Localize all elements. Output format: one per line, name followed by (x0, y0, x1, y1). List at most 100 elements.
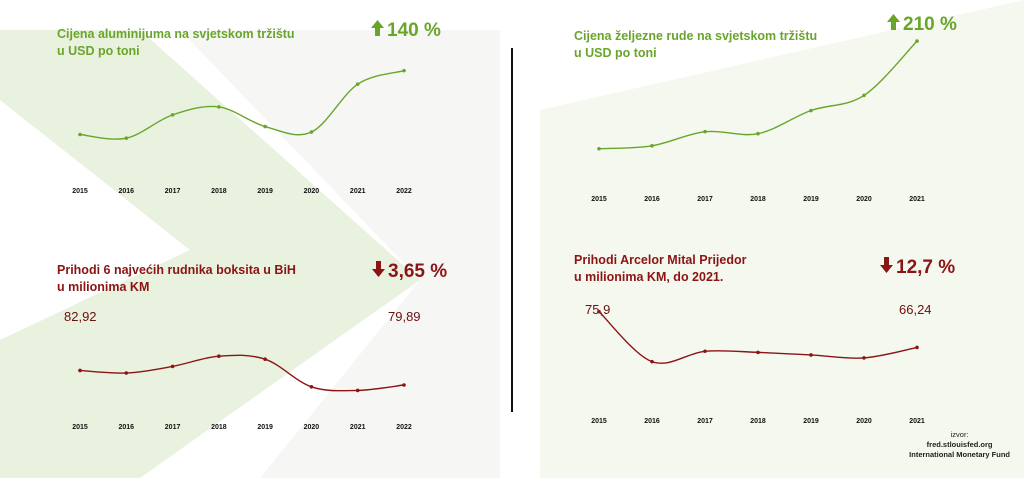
chart2-subtitle: u USD po toni (574, 46, 657, 60)
chart3-point (124, 371, 129, 375)
bg-photo-overlay (180, 30, 500, 478)
chart1-series-line (79, 70, 405, 140)
chart3-point (217, 354, 221, 358)
chart4-title-block: Prihodi Arcelor Mital Prijedor u milioni… (574, 252, 747, 286)
chart4-change: 12,7 % (880, 257, 955, 279)
chart1-point (263, 124, 267, 129)
chart2-point (597, 146, 601, 151)
chart4-series-line (598, 311, 918, 364)
chart3-x-tick-label: 2019 (257, 424, 273, 431)
chart3-point (309, 385, 314, 389)
chart3-x-tick-label: 2016 (118, 424, 134, 431)
chart2-change-value: 210 % (903, 14, 957, 35)
chart4-point (756, 350, 760, 355)
chart3-change-value: 3,65 % (388, 261, 448, 282)
chart3-point (78, 368, 82, 373)
chart1-point (217, 105, 221, 109)
chart4-x-tick-label: 2017 (697, 418, 713, 425)
chart2-point (650, 143, 654, 148)
chart1-x-tick-label: 2021 (350, 188, 366, 195)
chart3-change: 3,65 % (372, 261, 447, 283)
chart2-point (809, 108, 813, 113)
chart4-point (650, 359, 654, 364)
chart3-x-tick-label: 2020 (304, 424, 320, 431)
chart3-point (355, 388, 360, 393)
chart4-x-tick-label: 2021 (909, 418, 925, 425)
chart1-point (309, 130, 314, 134)
chart2-x-tick-label: 2021 (909, 196, 925, 203)
chart2-point (756, 131, 760, 136)
chart3-x-tick-label: 2021 (350, 424, 366, 431)
source-line-1: fred.stlouisfed.org (926, 440, 993, 449)
chart4-change-value: 12,7 % (896, 257, 956, 278)
chart3-point (402, 383, 406, 387)
chart1-subtitle: u USD po toni (57, 44, 140, 58)
chart2-plot: 2015 2016 2017 2018 2019 2020 2021 (591, 39, 925, 203)
chart1-x-tick-label: 2015 (72, 188, 88, 195)
chart4-first-label: 75,9 (585, 302, 611, 317)
chart3-last-label: 79,89 (388, 309, 421, 324)
chart4-last-label: 66,24 (899, 302, 932, 317)
chart1-x-tick-label: 2019 (257, 188, 273, 195)
chart4-point (915, 345, 919, 350)
chart4-subtitle: u milionima KM, do 2021. (574, 270, 724, 284)
chart1-point (124, 136, 129, 140)
chart4-x-tick-label: 2016 (644, 418, 660, 425)
chart2-x-tick-label: 2019 (803, 196, 819, 203)
chart2-change: 210 % (887, 14, 957, 36)
chart4-point (809, 353, 813, 357)
chart3-point (263, 357, 267, 361)
chart3-title: Prihodi 6 najvećih rudnika boksita u BiH (57, 263, 296, 277)
chart1-change-value: 140 % (387, 20, 441, 41)
center-divider (511, 48, 513, 412)
bg-green-chevron (0, 30, 420, 478)
source-label: izvor: (950, 430, 969, 439)
bg-green-right (540, 0, 1024, 478)
chart1-title-block: Cijena aluminijuma na svjetskom tržištu … (57, 26, 295, 60)
source-line-2: International Monetary Fund (909, 450, 1010, 459)
chart1-title: Cijena aluminijuma na svjetskom tržištu (57, 27, 295, 41)
chart3-plot: 2015 2016 2017 2018 2019 2020 2021 2022 (72, 354, 412, 431)
chart4-x-tick-label: 2020 (856, 418, 872, 425)
chart1-x-tick-label: 2017 (165, 188, 181, 195)
chart3-subtitle: u milionima KM (57, 280, 150, 294)
chart3-title-block: Prihodi 6 najvećih rudnika boksita u BiH… (57, 262, 296, 296)
chart2-title-block: Cijena željezne rude na svjetskom tržišt… (574, 28, 817, 62)
arrow-up-icon (371, 20, 384, 42)
chart2-x-tick-label: 2015 (591, 196, 607, 203)
chart4-point (703, 349, 707, 354)
chart1-point (355, 82, 360, 86)
chart1-x-tick-label: 2016 (118, 188, 134, 195)
chart1-x-tick-label: 2022 (396, 188, 412, 195)
chart1-change: 140 % (371, 20, 441, 42)
chart3-x-tick-label: 2022 (396, 424, 412, 431)
chart3-x-tick-label: 2015 (72, 424, 88, 431)
arrow-down-icon (880, 257, 893, 279)
source-note: izvor: fred.stlouisfed.org International… (909, 430, 1010, 460)
chart2-x-tick-label: 2018 (750, 196, 766, 203)
chart1-x-tick-label: 2020 (304, 188, 320, 195)
chart2-point (703, 129, 707, 134)
chart4-x-tick-label: 2018 (750, 418, 766, 425)
chart1-point (402, 68, 406, 73)
chart1-x-tick-label: 2018 (211, 188, 227, 195)
chart2-title: Cijena željezne rude na svjetskom tržišt… (574, 29, 818, 43)
chart1-point (78, 132, 82, 137)
chart2-x-tick-label: 2017 (697, 196, 713, 203)
chart3-x-tick-label: 2018 (211, 424, 227, 431)
chart2-x-tick-label: 2020 (856, 196, 872, 203)
chart4-point (597, 309, 601, 314)
chart3-x-tick-label: 2017 (165, 424, 181, 431)
arrow-down-icon (372, 261, 385, 283)
chart2-point (915, 39, 919, 43)
chart4-plot: 2015 2016 2017 2018 2019 2020 2021 (591, 309, 925, 425)
chart1-point (170, 113, 175, 117)
chart4-x-tick-label: 2015 (591, 418, 607, 425)
chart3-point (170, 364, 175, 369)
chart1-plot: 2015 2016 2017 2018 2019 2020 2021 2022 (72, 68, 412, 195)
chart3-first-label: 82,92 (64, 309, 97, 324)
chart4-x-tick-label: 2019 (803, 418, 819, 425)
chart4-point (862, 356, 866, 360)
chart3-series-line (79, 354, 405, 392)
